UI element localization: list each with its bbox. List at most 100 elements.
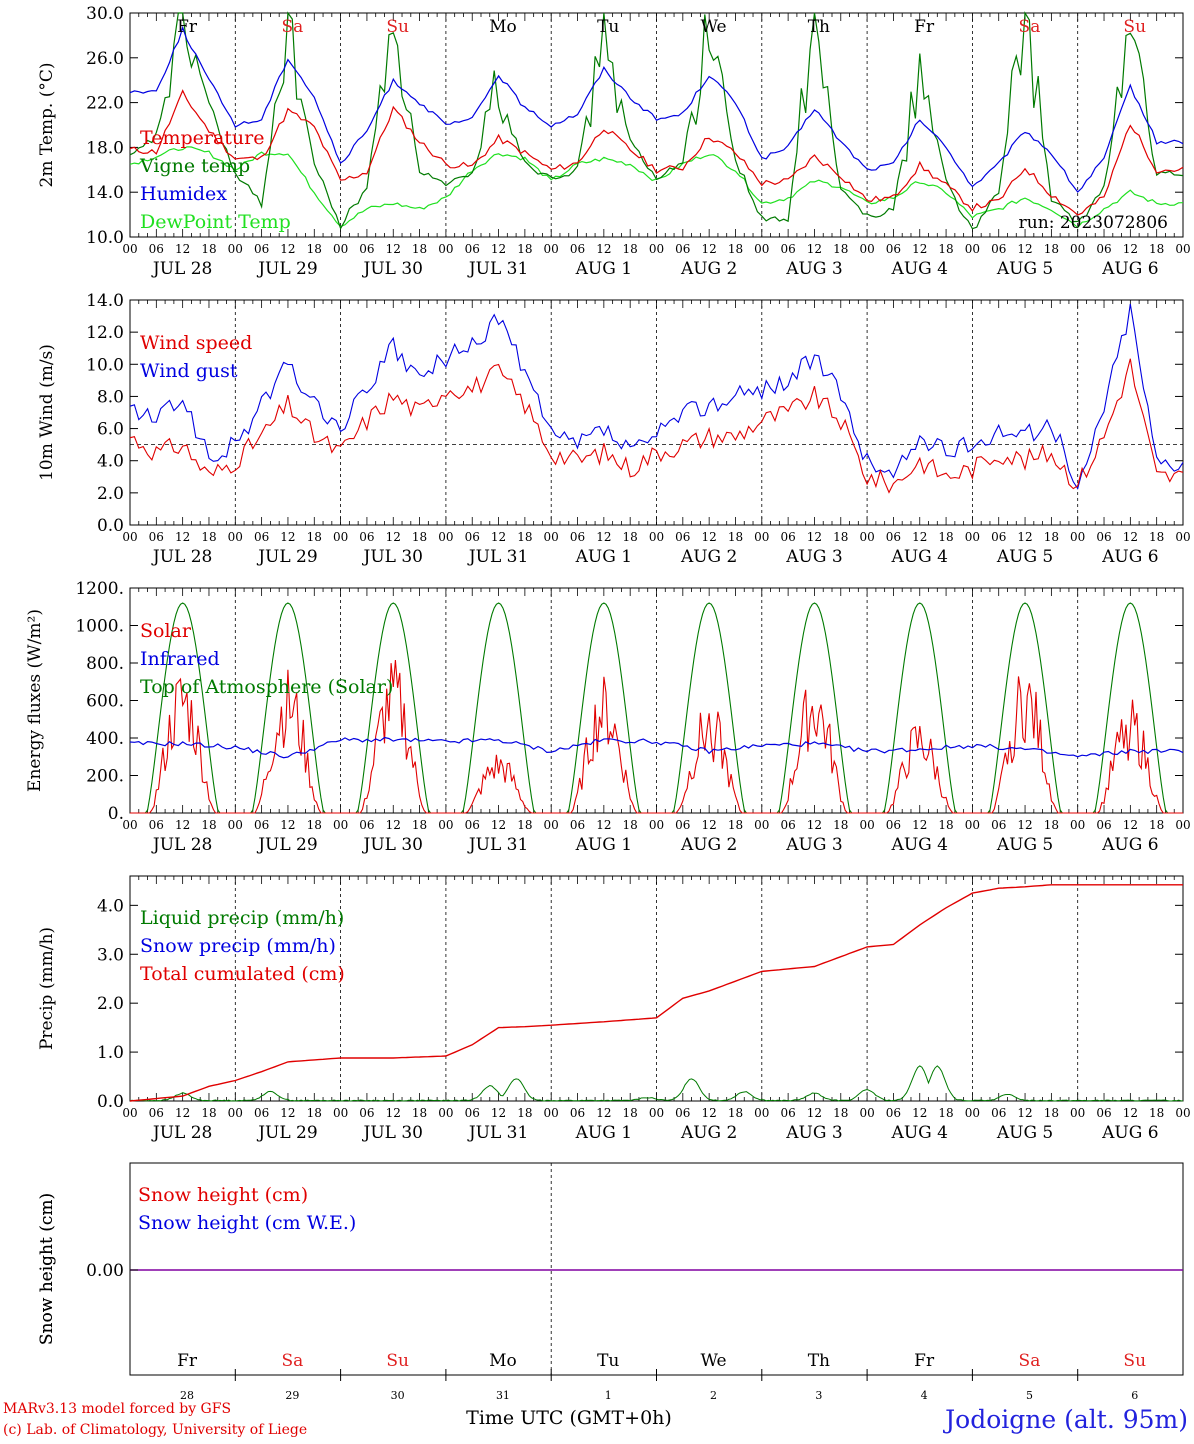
hour-tick-label: 00 — [1175, 818, 1190, 832]
day-number-label: 2 — [710, 1389, 717, 1402]
y-tick-label: 26.0 — [86, 49, 124, 69]
date-label: AUG 4 — [891, 259, 948, 279]
day-number-label: 30 — [391, 1389, 405, 1402]
day-name-label: Tu — [597, 1351, 619, 1371]
hour-tick-label: 18 — [517, 1106, 532, 1120]
run-label: run: 2023072806 — [1019, 213, 1168, 233]
hour-tick-label: 18 — [623, 530, 638, 544]
hour-tick-label: 12 — [175, 530, 190, 544]
hour-tick-label: 06 — [149, 818, 164, 832]
series-line-temperature — [129, 89, 1184, 216]
hour-tick-label: 18 — [412, 1106, 427, 1120]
hour-tick-label: 18 — [1149, 530, 1164, 544]
date-label: AUG 3 — [785, 259, 842, 279]
hour-tick-label: 18 — [623, 242, 638, 256]
hour-tick-label: 00 — [228, 242, 243, 256]
hour-tick-label: 00 — [544, 1106, 559, 1120]
hour-tick-label: 18 — [201, 818, 216, 832]
hour-tick-label: 12 — [280, 530, 295, 544]
hour-tick-label: 12 — [807, 1106, 822, 1120]
hour-tick-label: 12 — [596, 818, 611, 832]
date-label: AUG 1 — [575, 259, 632, 279]
hour-tick-label: 12 — [280, 818, 295, 832]
y-tick-label: 12.0 — [86, 323, 124, 343]
y-tick-label: 200. — [86, 767, 124, 787]
legend-wind-gust: Wind gust — [140, 360, 238, 382]
hour-tick-label: 18 — [833, 1106, 848, 1120]
hour-tick-label: 06 — [991, 242, 1006, 256]
plot-frame — [129, 299, 1184, 526]
hour-tick-label: 06 — [991, 818, 1006, 832]
hour-tick-label: 00 — [1070, 1106, 1085, 1120]
date-label: JUL 30 — [362, 835, 423, 855]
hour-tick-label: 06 — [359, 1106, 374, 1120]
legend-humidex: Humidex — [140, 183, 227, 205]
hour-tick-label: 12 — [491, 530, 506, 544]
legend-wind-speed: Wind speed — [140, 332, 252, 354]
hour-tick-label: 06 — [1096, 818, 1111, 832]
hour-tick-label: 18 — [1149, 818, 1164, 832]
hour-tick-label: 06 — [886, 530, 901, 544]
date-label: AUG 4 — [891, 1123, 948, 1143]
y-tick-label: 10.0 — [86, 355, 124, 375]
legend-vigne-temp: Vigne temp — [139, 155, 250, 177]
hour-tick-label: 00 — [122, 818, 137, 832]
hour-tick-label: 18 — [201, 242, 216, 256]
hour-tick-label: 06 — [1096, 242, 1111, 256]
y-tick-label: 0. — [108, 804, 124, 824]
date-label: JUL 28 — [151, 259, 212, 279]
plot-frame — [129, 587, 1184, 814]
day-name-label: Su — [386, 17, 409, 37]
y-tick-label: 4.0 — [97, 896, 124, 916]
date-label: JUL 31 — [467, 259, 528, 279]
y-tick-label: 1200. — [75, 579, 124, 599]
hour-tick-label: 00 — [649, 1106, 664, 1120]
hour-tick-label: 06 — [254, 530, 269, 544]
hour-tick-label: 18 — [1044, 530, 1059, 544]
hour-tick-label: 12 — [807, 242, 822, 256]
hour-tick-label: 12 — [386, 818, 401, 832]
hour-tick-label: 12 — [912, 818, 927, 832]
hour-tick-label: 00 — [859, 818, 874, 832]
day-number-label: 29 — [285, 1389, 299, 1402]
legend-total-cumulated-cm-: Total cumulated (cm) — [140, 963, 345, 985]
day-number-label: 5 — [1026, 1389, 1033, 1402]
hour-tick-label: 06 — [1096, 1106, 1111, 1120]
y-tick-label: 0.0 — [97, 516, 124, 536]
hour-tick-label: 12 — [1017, 242, 1032, 256]
hour-tick-label: 12 — [596, 530, 611, 544]
date-label: JUL 31 — [467, 547, 528, 567]
day-name-label: Sa — [1019, 1351, 1041, 1371]
hour-tick-label: 00 — [649, 530, 664, 544]
y-tick-label: 22.0 — [86, 94, 124, 114]
y-tick-label: 0.0 — [97, 1092, 124, 1112]
day-number-label: 28 — [180, 1389, 194, 1402]
hour-tick-label: 18 — [1044, 818, 1059, 832]
legend-top-of-atmosphere-solar-: Top of Atmosphere (Solar) — [140, 676, 393, 698]
hour-tick-label: 00 — [754, 242, 769, 256]
hour-tick-label: 06 — [359, 818, 374, 832]
hour-tick-label: 06 — [570, 1106, 585, 1120]
date-label: AUG 6 — [1101, 259, 1158, 279]
y-tick-label: 8.0 — [97, 387, 124, 407]
hour-tick-label: 00 — [228, 818, 243, 832]
hour-tick-label: 00 — [333, 818, 348, 832]
day-name-label: We — [700, 1351, 726, 1371]
hour-tick-label: 00 — [1070, 242, 1085, 256]
hour-tick-label: 18 — [307, 242, 322, 256]
series-line-total-cumulated — [129, 884, 1183, 1102]
legend-temperature: Temperature — [140, 127, 264, 149]
hour-tick-label: 06 — [149, 242, 164, 256]
hour-tick-label: 18 — [833, 818, 848, 832]
hour-tick-label: 00 — [754, 530, 769, 544]
hour-tick-label: 18 — [623, 1106, 638, 1120]
date-label: AUG 3 — [785, 1123, 842, 1143]
hour-tick-label: 12 — [386, 1106, 401, 1120]
day-name-label: Sa — [281, 1351, 303, 1371]
y-tick-label: 18.0 — [86, 138, 124, 158]
hour-tick-label: 00 — [122, 1106, 137, 1120]
y-tick-label: 10.0 — [86, 228, 124, 248]
hour-tick-label: 12 — [1123, 242, 1138, 256]
hour-tick-label: 18 — [412, 242, 427, 256]
